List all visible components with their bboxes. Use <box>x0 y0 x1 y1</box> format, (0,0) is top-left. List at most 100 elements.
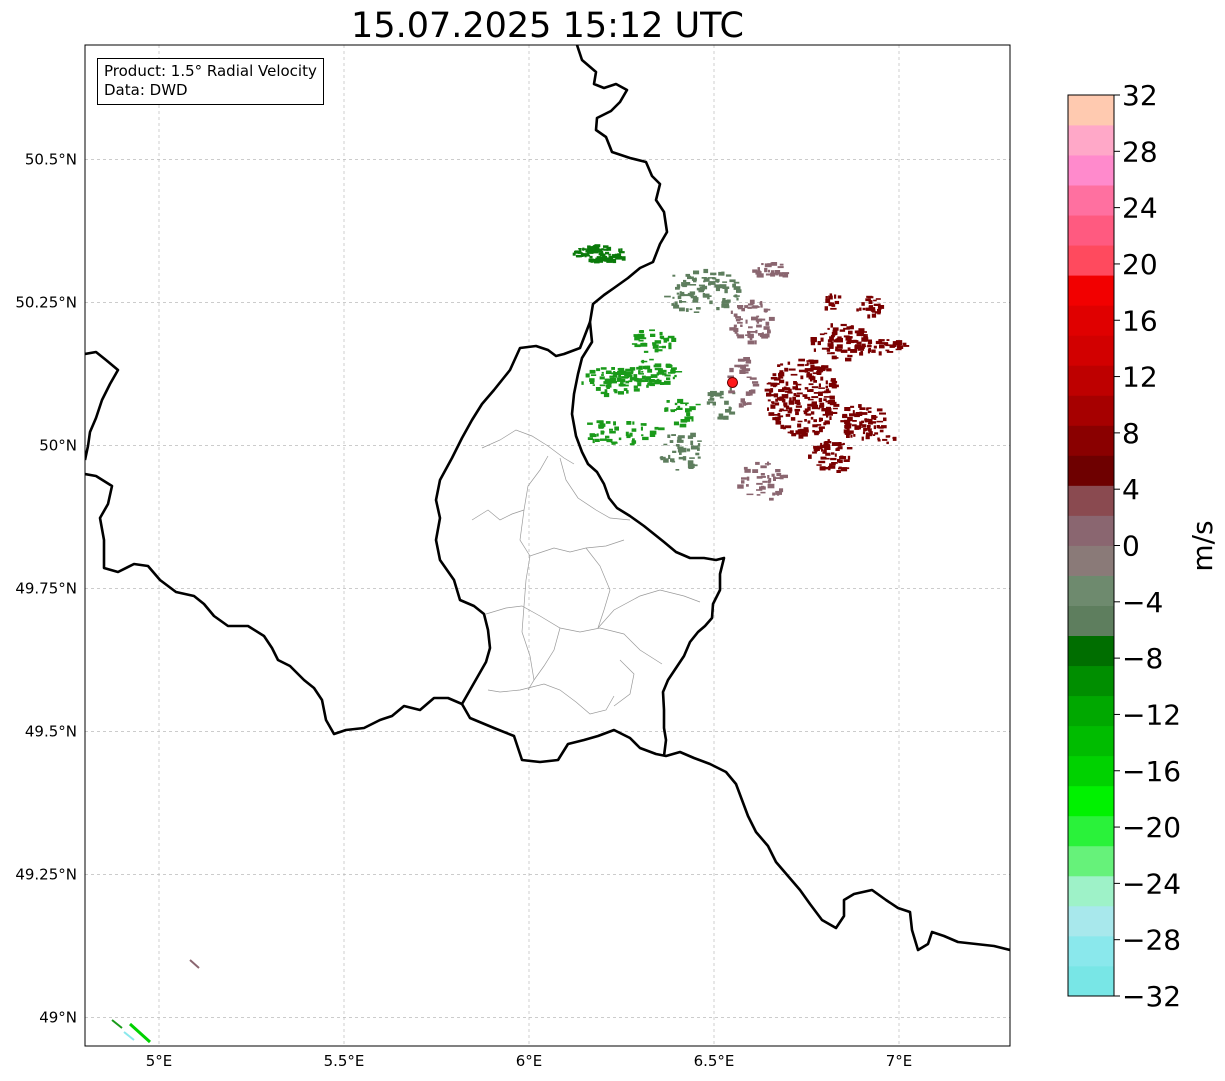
echo-pixel <box>863 345 867 348</box>
echo-pixel <box>620 382 624 387</box>
echo-pixel <box>626 371 632 374</box>
echo-pixel <box>802 394 808 397</box>
echo-pixel <box>666 337 670 342</box>
echo-pixel <box>858 426 864 428</box>
echo-pixel <box>854 330 859 334</box>
echo-pixel <box>728 406 731 410</box>
echo-pixel <box>776 473 782 477</box>
echo-pixel <box>765 273 772 276</box>
echo-pixel <box>833 327 839 331</box>
echo-pixel <box>766 382 772 385</box>
echo-pixel <box>786 387 791 390</box>
country-border <box>570 45 726 757</box>
echo-pixel <box>861 302 865 306</box>
echo-pixel <box>796 392 803 395</box>
echo-pixel <box>618 248 621 252</box>
echo-pixel <box>879 412 886 415</box>
echo-pixel <box>673 304 680 309</box>
echo-pixel <box>664 374 671 377</box>
echo-pixel <box>607 257 614 262</box>
echo-pixel <box>630 374 633 378</box>
municipal-boundary <box>485 605 663 665</box>
echo-pixel <box>677 448 684 453</box>
echo-pixel <box>823 398 827 401</box>
echo-pixel <box>740 398 745 403</box>
echo-pixel <box>797 423 802 428</box>
echo-pixel <box>807 398 814 401</box>
echo-pixel <box>649 382 655 386</box>
echo-pixel <box>634 378 640 381</box>
echo-pixel <box>663 443 668 446</box>
echo-pixel <box>736 333 739 337</box>
echo-pixel <box>831 462 838 464</box>
echo-pixel <box>858 404 862 408</box>
echo-pixel <box>873 299 877 302</box>
echo-pixel <box>837 336 842 339</box>
echo-pixel <box>878 306 882 310</box>
echo-pixel <box>799 428 806 431</box>
echo-pixel <box>789 407 793 412</box>
echo-pixel <box>867 296 874 299</box>
echo-pixel <box>748 333 754 339</box>
echo-pixel <box>709 300 713 305</box>
echo-pixel <box>598 252 604 256</box>
echo-pixel <box>777 266 784 269</box>
echo-pixel <box>770 388 774 393</box>
echo-pixel <box>825 400 830 403</box>
echo-pixel <box>732 283 736 288</box>
echo-pixel <box>674 402 678 406</box>
echo-pixel <box>764 267 768 273</box>
echo-pixel <box>718 413 724 417</box>
echo-pixel <box>724 288 728 294</box>
echo-pixel <box>822 413 827 416</box>
echo-pixel <box>737 321 743 324</box>
echo-pixel <box>686 412 691 417</box>
echo-pixel <box>788 368 796 371</box>
echo-pixel <box>618 251 625 254</box>
echo-pixel <box>719 396 724 399</box>
echo-pixel <box>749 337 753 341</box>
echo-pixel <box>825 452 831 456</box>
echo-pixel <box>892 343 897 348</box>
echo-pixel <box>687 416 694 420</box>
echo-pixel <box>840 420 846 423</box>
echo-pixel <box>829 463 833 467</box>
echo-pixel <box>605 379 609 382</box>
echo-pixel <box>833 403 840 407</box>
echo-pixel <box>797 420 803 423</box>
echo-pixel <box>632 438 635 443</box>
echo-pixel <box>608 255 613 259</box>
colorbar-tick-label: 12 <box>1122 361 1158 394</box>
echo-pixel <box>680 291 685 297</box>
echo-pixel <box>818 391 823 396</box>
echo-pixel <box>649 358 654 361</box>
lon-tick-label: 6.5°E <box>694 1052 735 1070</box>
echo-pixel <box>687 460 694 465</box>
echo-pixel <box>775 382 780 385</box>
echo-pixel <box>868 347 871 353</box>
echo-pixel <box>736 297 739 301</box>
echo-pixel <box>763 308 768 313</box>
echo-pixel <box>679 423 687 428</box>
echo-pixel <box>625 380 630 384</box>
echo-pixel <box>656 372 659 376</box>
colorbar-segment <box>1068 845 1114 877</box>
echo-pixel <box>775 402 780 406</box>
lon-tick-label: 6°E <box>516 1052 543 1070</box>
echo-pixel <box>861 343 866 346</box>
echo-pixel <box>825 298 831 303</box>
echo-pixel <box>789 397 792 401</box>
echo-pixel <box>847 455 851 460</box>
echo-pixel <box>772 402 775 405</box>
echo-pixel <box>591 247 596 251</box>
latitude-axis: 49°N 49.25°N 49.5°N 49.75°N 50°N 50.25°N 50.5°… <box>15 150 77 1026</box>
echo-pixel <box>873 434 876 436</box>
echo-streak <box>189 959 200 969</box>
echo-pixel <box>723 301 730 304</box>
echo-pixel <box>784 425 792 429</box>
echo-pixel <box>722 298 726 301</box>
echo-pixel <box>835 348 843 352</box>
echo-pixel <box>605 435 610 439</box>
echo-pixel <box>865 298 871 302</box>
